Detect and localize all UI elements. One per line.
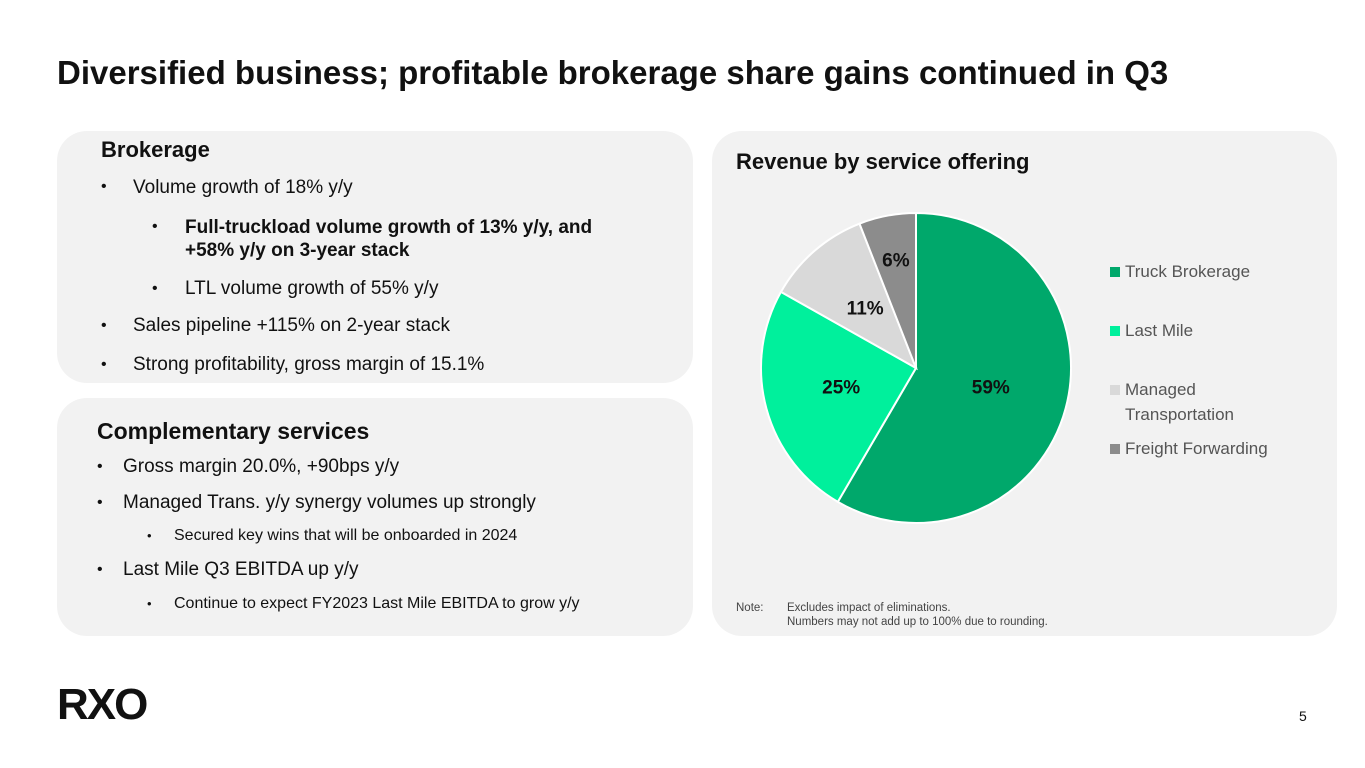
page-number: 5 [1299, 708, 1307, 724]
bullet: • [97, 494, 103, 511]
note-label: Note: [736, 602, 764, 614]
pie-slice [779, 222, 918, 371]
bullet-text: Secured key wins that will be onboarded … [174, 527, 518, 544]
chart-title: Revenue by service offering [736, 149, 1030, 174]
legend-swatch [1110, 444, 1120, 454]
legend-item: Truck Brokerage [1110, 259, 1280, 284]
pie-slice [760, 290, 918, 504]
legend-label: Freight Forwarding [1125, 439, 1268, 458]
slide-title: Diversified business; profitable brokera… [57, 54, 1169, 91]
bullet-text: Continue to expect FY2023 Last Mile EBIT… [174, 595, 580, 612]
legend-item: Managed Transportation [1110, 377, 1280, 427]
legend-swatch [1110, 385, 1120, 395]
pie-slice [858, 211, 917, 369]
legend-swatch [1110, 267, 1120, 277]
bullet-text: LTL volume growth of 55% y/y [185, 278, 439, 299]
legend-item: Last Mile [1110, 318, 1280, 343]
bullet: • [147, 528, 152, 543]
bullet-text: Strong profitability, gross margin of 15… [133, 354, 485, 375]
bullet-text: Volume growth of 18% y/y [133, 177, 353, 198]
data-label: 6% [882, 250, 910, 271]
heading: Brokerage [101, 137, 210, 162]
bullet-text: Sales pipeline +115% on 2-year stack [133, 315, 451, 336]
pie-slice [836, 211, 1072, 524]
bullet-text: Managed Trans. y/y synergy volumes up st… [123, 492, 536, 513]
legend-label: Managed Transportation [1125, 380, 1234, 424]
bullet-text: Full-truckload volume growth of 13% y/y,… [185, 217, 593, 261]
bullet-text: Last Mile Q3 EBITDA up y/y [123, 559, 359, 580]
bullet: • [101, 178, 107, 195]
heading: Complementary services [97, 418, 370, 444]
data-label: 59% [972, 377, 1010, 398]
legend-label: Truck Brokerage [1125, 262, 1251, 281]
bullet: • [97, 458, 103, 475]
panel [57, 398, 693, 636]
legend-item: Freight Forwarding [1110, 436, 1280, 461]
data-label: 25% [822, 377, 860, 398]
bullet: • [147, 596, 152, 611]
bullet: • [101, 317, 107, 334]
pie-chart: 59% 25% 11% 6% [760, 211, 1072, 524]
bullet-text: Gross margin 20.0%, +90bps y/y [123, 456, 400, 477]
legend-swatch [1110, 326, 1120, 336]
legend-label: Last Mile [1125, 321, 1194, 340]
panel [57, 131, 693, 383]
bullet: • [152, 218, 158, 235]
bullet: • [97, 561, 103, 578]
data-label: 11% [847, 299, 884, 320]
logo: RXO [57, 680, 148, 729]
bullet: • [152, 280, 158, 297]
note-text: Excludes impact of eliminations. [787, 602, 951, 614]
bullet: • [101, 356, 107, 373]
note-text: Numbers may not add up to 100% due to ro… [787, 616, 1048, 628]
